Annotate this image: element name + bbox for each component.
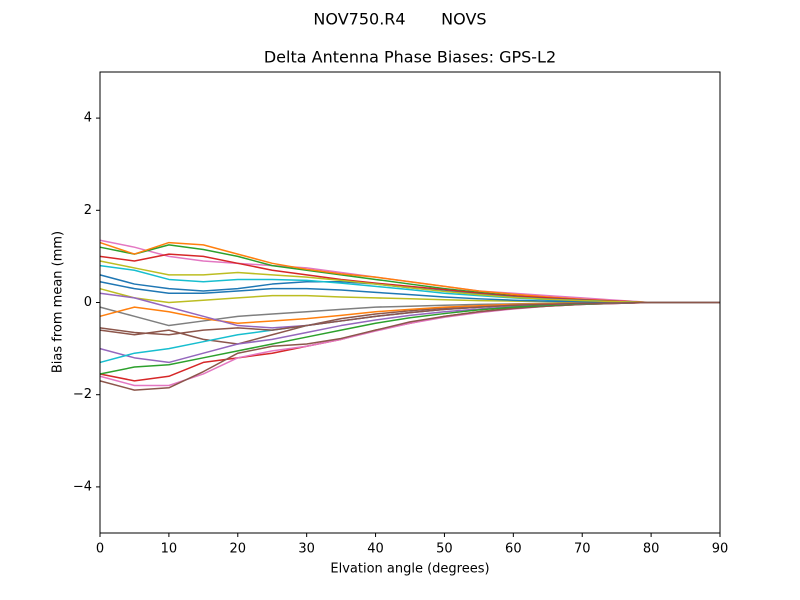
x-tick-label: 80: [643, 542, 660, 557]
y-tick-label: 4: [84, 111, 92, 126]
x-tick-label: 20: [230, 542, 247, 557]
x-tick-label: 40: [367, 542, 384, 557]
x-tick-label: 60: [505, 542, 522, 557]
x-tick-label: 0: [96, 542, 104, 557]
x-axis-label: Elvation angle (degrees): [330, 562, 489, 577]
data-line: [99, 301, 720, 336]
suptitle: NOV750.R4 NOVS: [313, 10, 486, 29]
x-tick-label: 10: [161, 542, 178, 557]
x-tick-label: 30: [298, 542, 315, 557]
y-axis-label: Bias from mean (mm): [51, 231, 66, 373]
y-tick-label: 2: [84, 203, 92, 218]
y-tick-label: −2: [73, 387, 92, 402]
x-tick-label: 70: [574, 542, 591, 557]
chart-title: Delta Antenna Phase Biases: GPS-L2: [264, 48, 556, 67]
data-line: [99, 260, 720, 304]
y-tick-label: 0: [84, 295, 92, 310]
x-tick-label: 90: [712, 542, 729, 557]
x-tick-label: 50: [436, 542, 453, 557]
y-tick-label: −4: [73, 479, 92, 494]
